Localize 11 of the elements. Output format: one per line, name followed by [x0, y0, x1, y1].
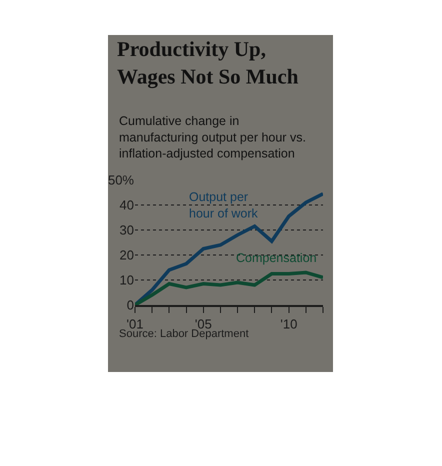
x-tick-label: '10	[280, 316, 298, 332]
y-tick-label: 10	[120, 272, 134, 288]
series-label: Compensation	[236, 251, 317, 265]
y-tick-label: 0	[126, 298, 134, 313]
y-tick-label: 20	[120, 248, 134, 263]
chart-subtitle: Cumulative change in manufacturing output per hour vs. inflation-adjusted compensation	[119, 114, 306, 160]
chart-title: Productivity Up, Wages Not So Much	[117, 37, 299, 88]
series-label: Output per hour of work	[189, 190, 259, 220]
y-tick-label: 30	[120, 222, 134, 238]
y-tick-label: 50%	[108, 172, 134, 188]
y-tick-label: 40	[120, 198, 134, 213]
